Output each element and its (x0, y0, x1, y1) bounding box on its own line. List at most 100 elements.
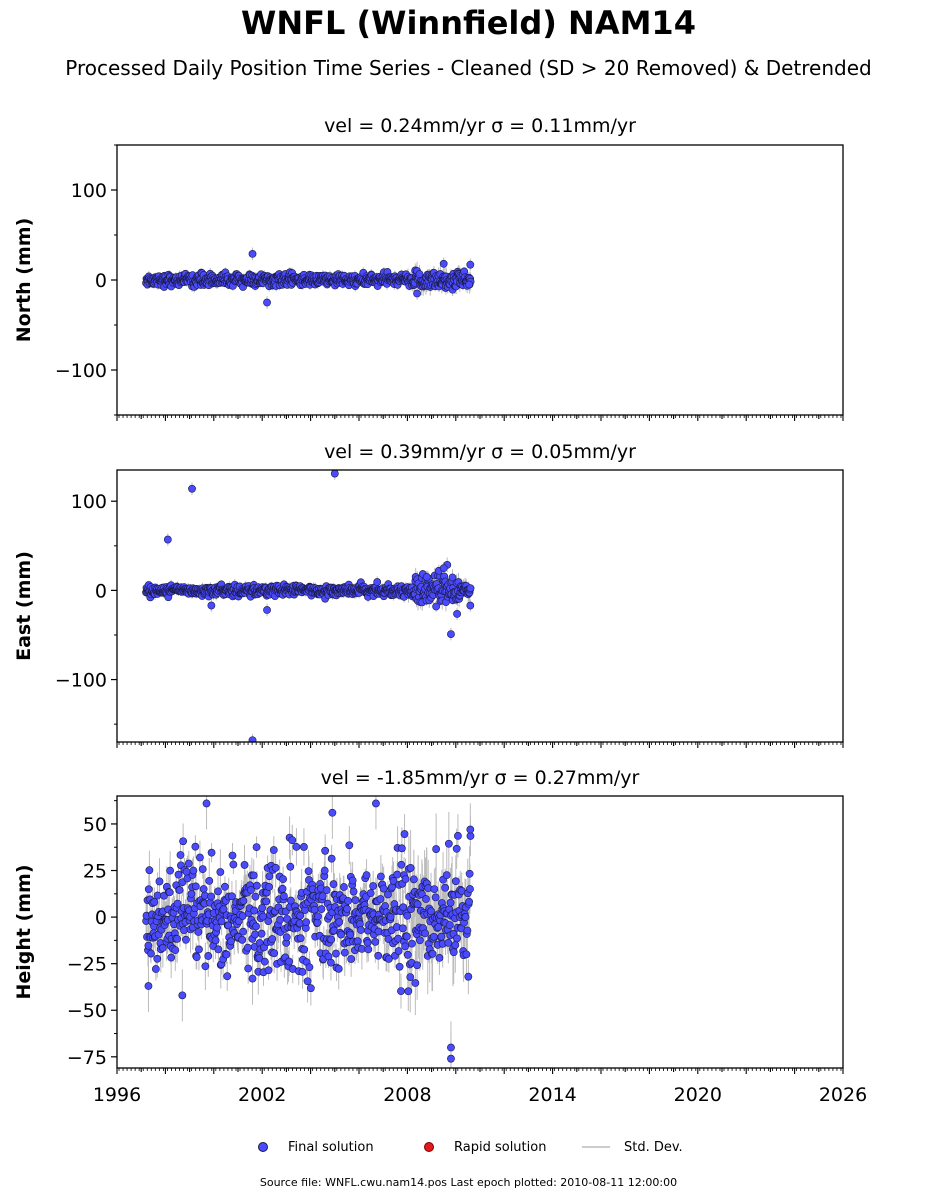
data-point (271, 863, 280, 872)
data-point (449, 948, 458, 957)
data-point (167, 953, 176, 962)
data-point (422, 573, 431, 581)
data-point (351, 896, 360, 905)
data-point (144, 982, 153, 990)
data-point (262, 897, 271, 906)
data-point (441, 883, 450, 892)
data-point (199, 885, 208, 893)
data-point (421, 929, 429, 938)
data-point (158, 944, 167, 952)
data-point (187, 889, 196, 898)
y-tick-label: −50 (67, 1000, 107, 1022)
data-point (295, 919, 304, 928)
data-point (202, 799, 211, 808)
panel-0-ylabel: North (mm) (13, 218, 35, 343)
data-point (466, 584, 475, 593)
data-point (251, 930, 259, 939)
data-point (305, 963, 314, 972)
data-point (150, 898, 159, 906)
data-point (229, 860, 238, 869)
data-point (337, 930, 345, 939)
data-point (340, 883, 348, 891)
data-point (335, 918, 344, 926)
y-tick-label: −100 (55, 360, 107, 382)
data-point (334, 964, 343, 973)
data-point (298, 968, 307, 976)
data-point (221, 882, 229, 891)
y-tick-label: 100 (71, 180, 107, 202)
data-point (327, 935, 336, 944)
data-point (448, 573, 457, 582)
data-point (466, 601, 475, 610)
data-point (329, 880, 338, 889)
data-point (207, 892, 216, 901)
legend-final-label: Final solution (288, 1139, 374, 1155)
y-tick-label: 25 (83, 861, 107, 883)
x-tick-label: 1996 (93, 1084, 141, 1106)
panel-2: −75 −50 −25 0 25 50 1996 2002 2008 2014 2020 2026 ve… (13, 767, 867, 1106)
data-point (263, 606, 271, 614)
data-point (248, 249, 257, 258)
data-point (401, 942, 410, 951)
data-point (264, 966, 273, 975)
data-point (317, 905, 326, 914)
data-point (347, 955, 356, 963)
data-point (397, 987, 405, 996)
data-point (191, 842, 200, 851)
data-point (180, 926, 188, 934)
x-tick-label: 2002 (238, 1084, 286, 1106)
data-point (270, 949, 279, 958)
data-point (265, 872, 274, 881)
data-point (429, 932, 438, 941)
data-point (310, 905, 319, 914)
data-point (306, 984, 315, 993)
data-point (163, 535, 172, 544)
legend-final: Final solution (258, 1136, 374, 1158)
data-point (251, 892, 260, 901)
y-tick-label: −75 (67, 1047, 107, 1069)
data-point (279, 875, 288, 884)
data-point (244, 964, 253, 973)
data-point (437, 932, 446, 941)
panel-0-title: vel = 0.24mm/yr σ = 0.11mm/yr (324, 115, 636, 137)
data-point (214, 887, 222, 896)
panel-0: −100 0 100 vel = 0.24mm/yr σ = 0.11mm/yr Nor… (13, 115, 844, 421)
data-point (376, 895, 385, 903)
data-point (176, 851, 185, 859)
data-point (395, 962, 404, 971)
data-point (144, 885, 153, 894)
data-point (282, 933, 291, 942)
data-point (439, 259, 448, 268)
data-point (258, 904, 266, 912)
data-point (260, 957, 269, 966)
data-point (403, 950, 412, 959)
data-point (445, 921, 454, 930)
data-point (213, 923, 221, 932)
x-tick-label: 2008 (383, 1084, 431, 1106)
data-point (207, 601, 216, 610)
data-point (404, 987, 413, 996)
data-point (330, 470, 339, 478)
data-point (389, 877, 398, 885)
legend-rapid-label: Rapid solution (454, 1139, 547, 1155)
y-tick-label: 0 (95, 580, 107, 602)
data-point (189, 866, 198, 875)
data-point (349, 887, 358, 896)
data-point (409, 875, 418, 884)
panel-0-plot-area (142, 247, 475, 309)
data-point (374, 951, 383, 960)
data-point (314, 912, 322, 921)
panel-1-frame (116, 469, 844, 743)
data-point (366, 889, 375, 898)
data-point (401, 875, 410, 884)
legend-std-line-icon (582, 1146, 610, 1148)
data-point (296, 934, 305, 943)
legend-rapid: Rapid solution (424, 1136, 546, 1158)
data-point (174, 870, 183, 879)
data-point (447, 1054, 455, 1063)
data-point (346, 930, 355, 939)
data-point (292, 842, 301, 851)
data-point (400, 830, 409, 838)
data-point (243, 943, 252, 952)
